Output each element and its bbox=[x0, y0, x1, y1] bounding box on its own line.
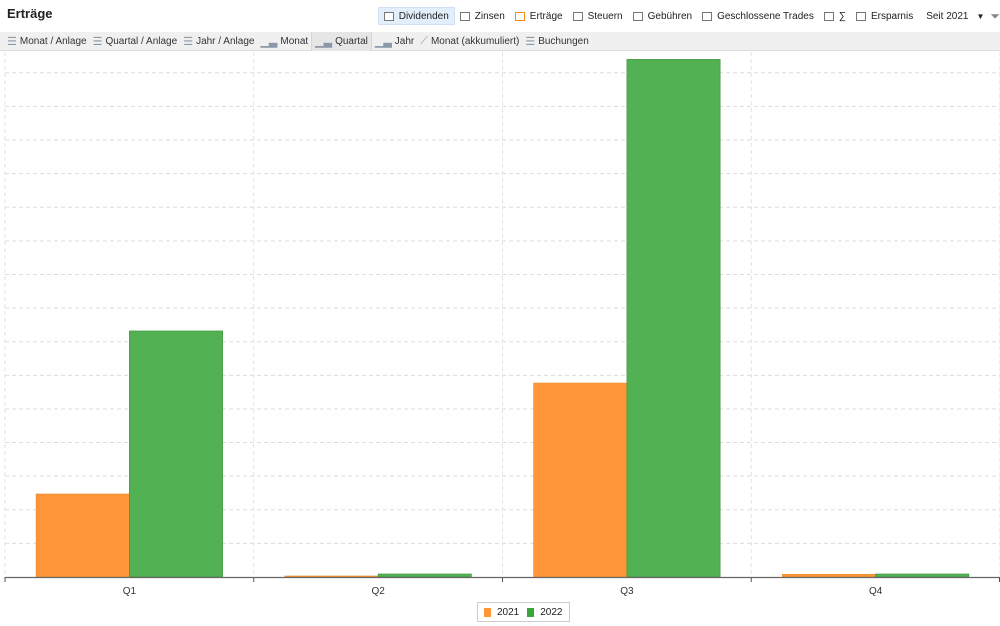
checkbox-icon bbox=[383, 11, 394, 21]
period-value: Seit 2021 bbox=[926, 10, 969, 22]
bar-2022-Q2 bbox=[377, 573, 472, 578]
filter-ertraege[interactable]: Erträge bbox=[510, 7, 568, 25]
list-icon: ☰ bbox=[183, 35, 194, 48]
view-button-label: Jahr / Anlage bbox=[196, 35, 255, 47]
bar-2022-Q1 bbox=[129, 330, 223, 578]
checkbox-icon bbox=[632, 11, 643, 21]
filter-label: Steuern bbox=[587, 10, 623, 22]
filter-gebuehren[interactable]: Gebühren bbox=[628, 7, 697, 25]
view-button-label: Jahr bbox=[394, 35, 415, 47]
filter-zinsen[interactable]: Zinsen bbox=[455, 7, 510, 25]
bar-2021-Q1 bbox=[35, 493, 130, 578]
list-icon: ☰ bbox=[7, 35, 17, 48]
view-button-monat-akkumuliert[interactable]: ⟋ Monat (akkumuliert) bbox=[417, 32, 522, 51]
filter-dividenden[interactable]: Dividenden bbox=[377, 7, 455, 25]
x-tick-label: Q2 bbox=[371, 586, 385, 597]
view-button-jahr-anlage[interactable]: ☰ Jahr / Anlage bbox=[180, 32, 257, 51]
view-button-label: Monat (akkumuliert) bbox=[430, 35, 520, 47]
filter-ersparnis[interactable]: Ersparnis bbox=[851, 7, 918, 25]
line-chart-icon: ⟋ bbox=[420, 34, 428, 47]
checkbox-icon bbox=[702, 11, 713, 21]
bar-2021-Q2 bbox=[284, 575, 379, 578]
view-button-monat[interactable]: ▁▃ Monat bbox=[257, 32, 311, 51]
filter-geschlossene-trades[interactable]: Geschlossene Trades bbox=[697, 7, 819, 25]
x-tick-label: Q4 bbox=[869, 586, 883, 597]
view-button-jahr[interactable]: ▁▃ Jahr bbox=[372, 32, 417, 51]
checkbox-icon bbox=[514, 11, 525, 21]
legend-swatch bbox=[527, 607, 535, 617]
page-title: Erträge bbox=[7, 6, 53, 21]
bar-2022-Q3 bbox=[626, 59, 721, 578]
filter-label: Erträge bbox=[529, 10, 563, 22]
checkbox-icon bbox=[459, 11, 470, 21]
view-button-label: Buchungen bbox=[538, 35, 589, 47]
view-button-label: Quartal / Anlage bbox=[105, 35, 178, 47]
filter-label: Ersparnis bbox=[870, 10, 914, 22]
bar-chart-icon: ▁▃ bbox=[374, 35, 392, 48]
period-dropdown[interactable]: Seit 2021 ▼ bbox=[926, 11, 984, 22]
view-toolbar: ☰ Monat / Anlage ☰ Quartal / Anlage ☰ Jahr / … bbox=[0, 31, 1000, 51]
x-tick-label: Q1 bbox=[123, 586, 137, 597]
x-tick-label: Q3 bbox=[620, 586, 634, 597]
view-button-buchungen[interactable]: ☰ Buchungen bbox=[522, 32, 591, 51]
view-button-label: Monat bbox=[280, 35, 309, 47]
filter-label: Zinsen bbox=[474, 10, 505, 22]
filter-label: ∑ bbox=[838, 10, 846, 22]
list-icon: ☰ bbox=[92, 35, 103, 48]
filter-label: Gebühren bbox=[647, 10, 693, 22]
filter-label: Dividenden bbox=[398, 10, 449, 22]
legend-label: 2022 bbox=[540, 606, 563, 618]
legend-item-2021[interactable]: 2021 bbox=[484, 607, 519, 618]
legend-swatch bbox=[484, 607, 491, 617]
view-button-quartal[interactable]: ▁▃ Quartal bbox=[311, 31, 372, 51]
view-button-monat-anlage[interactable]: ☰ Monat / Anlage bbox=[4, 32, 90, 51]
filter-icon[interactable]: ⏷ bbox=[990, 8, 1000, 23]
filter-bar: Dividenden Zinsen Erträge Steuern Gebühr… bbox=[377, 7, 1000, 25]
bar-chart: Q1 Q2 Q3 Q4 bbox=[4, 52, 1000, 597]
legend: 2021 2022 bbox=[477, 602, 570, 622]
checkbox-icon bbox=[855, 11, 866, 21]
view-button-label: Quartal bbox=[335, 35, 368, 47]
checkbox-icon bbox=[823, 11, 834, 21]
legend-item-2022[interactable]: 2022 bbox=[527, 606, 563, 618]
filter-sum[interactable]: ∑ bbox=[819, 7, 851, 25]
checkbox-icon bbox=[572, 11, 583, 21]
bar-2021-Q3 bbox=[533, 382, 628, 578]
bar-2021-Q4 bbox=[782, 574, 876, 578]
list-icon: ☰ bbox=[525, 35, 536, 48]
view-button-label: Monat / Anlage bbox=[19, 35, 87, 47]
bar-2022-Q4 bbox=[875, 573, 970, 578]
bar-chart-icon: ▁▃ bbox=[315, 35, 333, 48]
bar-chart-icon: ▁▃ bbox=[260, 35, 278, 48]
filter-label: Geschlossene Trades bbox=[717, 10, 814, 22]
legend-label: 2021 bbox=[497, 606, 520, 618]
filter-steuern[interactable]: Steuern bbox=[568, 7, 628, 25]
view-button-quartal-anlage[interactable]: ☰ Quartal / Anlage bbox=[90, 32, 181, 51]
chevron-down-icon: ▼ bbox=[976, 11, 985, 21]
